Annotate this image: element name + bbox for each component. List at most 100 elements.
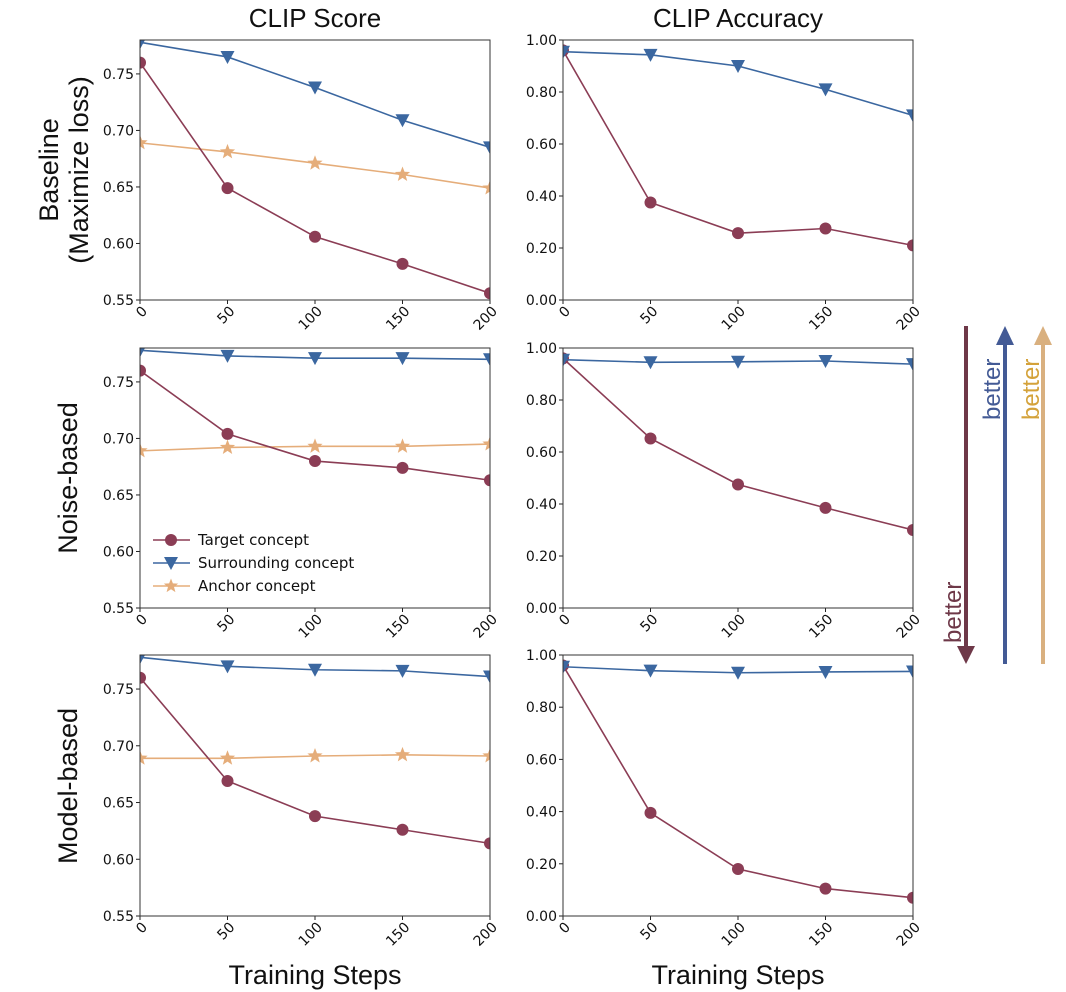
data-point-surrounding	[308, 663, 322, 677]
data-point-anchor	[394, 746, 411, 762]
column-title-clip-accuracy: CLIP Accuracy	[653, 3, 823, 33]
data-point-target	[819, 222, 832, 235]
axes-frame	[562, 39, 914, 301]
row-title-baseline: Baseline (Maximize loss)	[34, 76, 94, 264]
x-tick-label: 100	[296, 920, 326, 950]
row-title-model-based: Model-based	[53, 708, 83, 864]
data-point-surrounding	[395, 114, 410, 128]
data-point-surrounding	[220, 50, 235, 64]
x-tick-label: 200	[894, 304, 924, 334]
series-line-target	[563, 50, 913, 247]
y-tick-label: 0.55	[103, 293, 134, 309]
axes-frame	[562, 347, 914, 609]
data-point-anchor	[307, 748, 323, 763]
y-tick-label: 0.65	[103, 796, 134, 812]
x-tick-label: 100	[296, 612, 326, 642]
data-point-target	[396, 823, 409, 836]
data-point-surrounding	[220, 349, 235, 363]
data-point-surrounding	[818, 355, 833, 368]
x-tick-label: 150	[383, 304, 413, 334]
row-title-baseline-line1: Baseline	[34, 118, 64, 222]
x-tick-label: 0	[556, 304, 574, 322]
data-point-surrounding	[483, 353, 490, 367]
legend-entry-surrounding: Surrounding concept	[153, 554, 354, 572]
data-point-target	[484, 287, 490, 300]
data-point-surrounding	[395, 352, 410, 366]
x-axis-label-right: Training Steps	[651, 960, 824, 990]
y-tick-label: 0.60	[526, 137, 557, 153]
data-point-anchor	[482, 180, 490, 195]
x-tick-label: 50	[214, 304, 238, 328]
row-title-baseline-line2: (Maximize loss)	[64, 76, 94, 264]
legend-entry-target: Target concept	[153, 531, 309, 549]
y-tick-label: 0.65	[103, 180, 134, 196]
data-point-target	[732, 478, 744, 491]
x-tick-label: 200	[471, 612, 501, 642]
data-point-target	[732, 227, 744, 240]
y-tick-label: 0.60	[526, 445, 557, 461]
data-point-target	[819, 882, 832, 895]
axes-frame	[139, 39, 491, 301]
data-point-surrounding	[220, 660, 235, 674]
data-point-anchor	[219, 143, 236, 159]
row-title-noise-based: Noise-based	[53, 402, 83, 554]
data-point-surrounding	[643, 356, 658, 370]
legend: Target concept Surrounding concept Ancho…	[153, 531, 354, 595]
data-point-surrounding	[643, 664, 658, 678]
data-point-surrounding	[308, 81, 322, 95]
y-tick-label: 0.40	[526, 497, 557, 513]
x-tick-label: 50	[214, 612, 238, 636]
plot-area	[140, 655, 490, 850]
y-tick-label: 0.70	[103, 431, 134, 447]
y-tick-label: 0.40	[526, 805, 557, 821]
data-point-surrounding	[563, 45, 570, 59]
x-tick-label: 200	[471, 920, 501, 950]
data-point-target	[819, 501, 832, 514]
axes-frame	[562, 654, 914, 917]
data-point-surrounding	[563, 660, 570, 674]
data-point-anchor	[394, 438, 411, 453]
plot-area	[140, 40, 490, 300]
arrow-head-up-blue-icon	[996, 326, 1014, 345]
x-tick-label: 50	[214, 920, 238, 944]
x-tick-label: 50	[637, 920, 661, 944]
y-tick-label: 0.20	[526, 549, 557, 565]
x-tick-label: 100	[296, 304, 326, 334]
series-line-target	[140, 62, 490, 294]
data-point-target	[644, 432, 657, 445]
y-tick-label: 0.80	[526, 85, 557, 101]
data-point-anchor	[140, 750, 148, 765]
data-point-target	[907, 239, 913, 252]
legend-label-target: Target concept	[197, 531, 309, 549]
x-tick-label: 0	[556, 920, 574, 938]
panel-clip-accuracy-model-based: 0.00 0.20 0.40 0.60 0.80 1.00 0 50 100 150 200	[526, 648, 924, 950]
panels: 0.55 0.60 0.65 0.70 0.75 0 50 100 150 200 0.00 0.20…	[103, 33, 924, 950]
legend-label-surrounding: Surrounding concept	[198, 554, 354, 572]
data-point-surrounding	[395, 664, 410, 678]
column-title-clip-score: CLIP Score	[249, 3, 381, 33]
x-tick-label: 0	[133, 304, 151, 322]
legend-marker-star	[163, 578, 179, 593]
data-point-surrounding	[483, 670, 490, 684]
data-point-surrounding	[818, 665, 833, 679]
plot-area	[563, 659, 913, 904]
y-tick-label: 0.20	[526, 857, 557, 873]
panel-clip-accuracy-noise-based: 0.00 0.20 0.40 0.60 0.80 1.00 0 50 100 150 200	[526, 341, 924, 642]
data-point-target	[644, 196, 657, 209]
x-tick-label: 200	[894, 920, 924, 950]
data-point-target	[732, 863, 744, 876]
axes-frame	[139, 347, 491, 609]
legend-marker-circle	[165, 534, 177, 546]
data-point-target	[309, 810, 321, 823]
arrow-head-up-tan-icon	[1034, 326, 1052, 345]
data-point-surrounding	[563, 353, 570, 367]
data-point-anchor	[307, 438, 323, 453]
data-point-anchor	[219, 439, 236, 454]
x-tick-label: 200	[471, 304, 501, 334]
x-tick-label: 100	[719, 304, 749, 334]
data-point-anchor	[140, 134, 148, 150]
x-tick-label: 150	[383, 612, 413, 642]
data-point-surrounding	[643, 48, 658, 62]
data-point-surrounding	[731, 60, 745, 73]
